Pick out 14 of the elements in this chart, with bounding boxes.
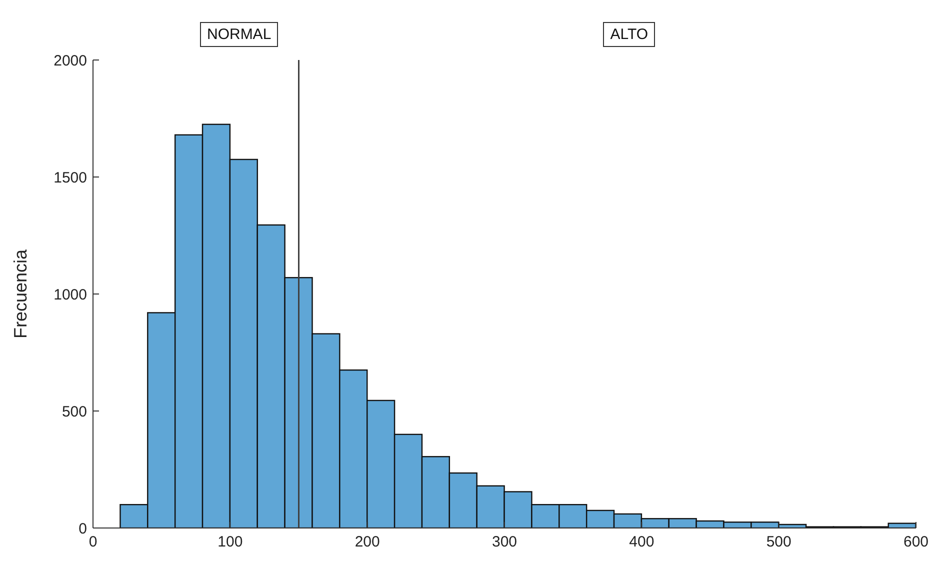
y-tick-label: 2000 — [54, 52, 87, 70]
x-tick-label: 400 — [629, 534, 654, 551]
text: ALTO — [603, 22, 656, 47]
y-tick-label: 0 — [78, 520, 87, 538]
x-tick-label: 500 — [766, 534, 792, 551]
y-tick-label: 1000 — [54, 286, 87, 304]
y-axis-title: Frecuencia — [10, 248, 30, 339]
x-tick-label: 200 — [354, 534, 380, 551]
x-tick-label: 600 — [903, 534, 929, 551]
text: NORMAL — [200, 22, 278, 47]
x-tick-label: 100 — [218, 534, 243, 551]
y-tick-label: 500 — [62, 403, 87, 420]
x-tick-label: 300 — [492, 534, 518, 551]
y-tick-label: 1500 — [54, 169, 87, 186]
